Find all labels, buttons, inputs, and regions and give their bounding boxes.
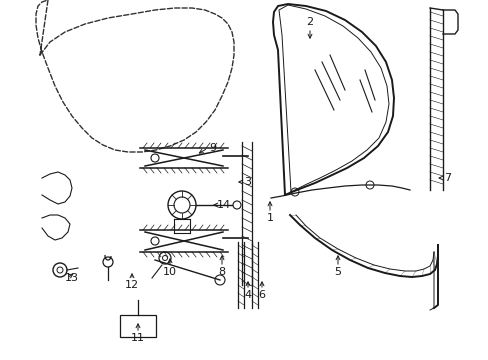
Text: 9: 9 [209,143,216,153]
Text: 6: 6 [258,290,265,300]
Text: 5: 5 [334,267,341,277]
Text: 3: 3 [244,177,251,187]
Bar [120,315,156,337]
Text: 7: 7 [444,173,450,183]
Text: 4: 4 [244,290,251,300]
Text: 8: 8 [218,267,225,277]
Text: 12: 12 [124,280,139,290]
Text: 14: 14 [217,200,231,210]
Text: 10: 10 [163,267,177,277]
Text: 2: 2 [306,17,313,27]
Text: 11: 11 [131,333,145,343]
Text: 1: 1 [266,213,273,223]
Text: 13: 13 [65,273,79,283]
